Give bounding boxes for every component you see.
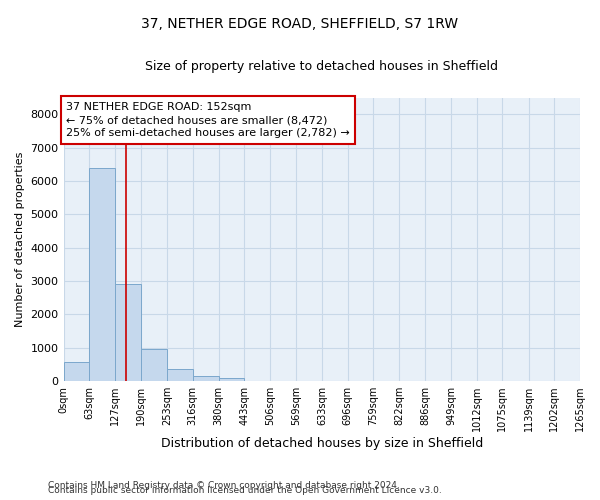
Bar [167, 369, 193, 381]
Text: Contains HM Land Registry data © Crown copyright and database right 2024.: Contains HM Land Registry data © Crown c… [48, 481, 400, 490]
Text: Contains public sector information licensed under the Open Government Licence v3: Contains public sector information licen… [48, 486, 442, 495]
X-axis label: Distribution of detached houses by size in Sheffield: Distribution of detached houses by size … [161, 437, 483, 450]
Bar [218, 378, 244, 381]
Bar [64, 362, 89, 381]
Bar [141, 349, 167, 381]
Bar [89, 168, 115, 381]
Text: 37 NETHER EDGE ROAD: 152sqm
← 75% of detached houses are smaller (8,472)
25% of : 37 NETHER EDGE ROAD: 152sqm ← 75% of det… [66, 102, 350, 139]
Title: Size of property relative to detached houses in Sheffield: Size of property relative to detached ho… [145, 60, 498, 73]
Bar [115, 284, 141, 381]
Text: 37, NETHER EDGE ROAD, SHEFFIELD, S7 1RW: 37, NETHER EDGE ROAD, SHEFFIELD, S7 1RW [142, 18, 458, 32]
Bar [193, 376, 218, 381]
Y-axis label: Number of detached properties: Number of detached properties [15, 152, 25, 327]
